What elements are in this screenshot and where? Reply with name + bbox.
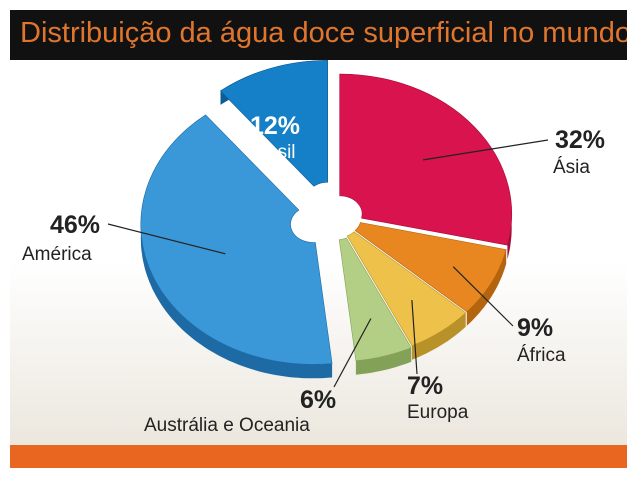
label-europa-name: Europa xyxy=(407,402,469,423)
leader-line-africa xyxy=(452,266,514,327)
label-africa-pct: 9% xyxy=(517,314,553,342)
slice-africa xyxy=(354,222,507,313)
label-australia-pct: 6% xyxy=(300,386,336,414)
slice-australia xyxy=(338,237,412,362)
label-africa-name: África xyxy=(517,345,566,366)
slice-europa xyxy=(346,231,467,347)
page-title: Distribuição da água doce superficial no… xyxy=(20,17,627,49)
pie-faces xyxy=(140,60,512,365)
slice-america xyxy=(140,114,333,365)
label-europa-pct: 7% xyxy=(407,372,443,400)
label-australia-name: Austrália e Oceania xyxy=(144,415,310,436)
leader-line-europa xyxy=(411,300,418,375)
label-asia-name: Ásia xyxy=(553,157,590,178)
label-asia-pct: 32% xyxy=(555,126,605,154)
slice-side-australia xyxy=(355,347,412,375)
slice-side-europa xyxy=(412,312,466,360)
slice-side-africa xyxy=(466,249,507,326)
label-brasil-name: Brasil xyxy=(248,142,296,163)
leader-line-australia xyxy=(333,318,372,388)
leader-line-america xyxy=(107,223,226,255)
footer-bar xyxy=(10,445,627,468)
slice-brasil xyxy=(220,60,328,187)
leader-lines xyxy=(107,139,549,388)
leader-line-asia xyxy=(423,139,549,161)
label-america-name: América xyxy=(22,244,92,265)
label-america-pct: 46% xyxy=(50,211,100,239)
pie-chart: 32% Ásia 9% África 7% Europa 6% Austráli… xyxy=(22,60,605,436)
title-bar: Distribuição da água doce superficial no… xyxy=(10,10,627,60)
slide: 32% Ásia 9% África 7% Europa 6% Austráli… xyxy=(10,10,627,468)
slice-labels: 32% Ásia 9% África 7% Europa 6% Austráli… xyxy=(22,112,605,436)
label-brasil-pct: 12% xyxy=(250,112,300,140)
